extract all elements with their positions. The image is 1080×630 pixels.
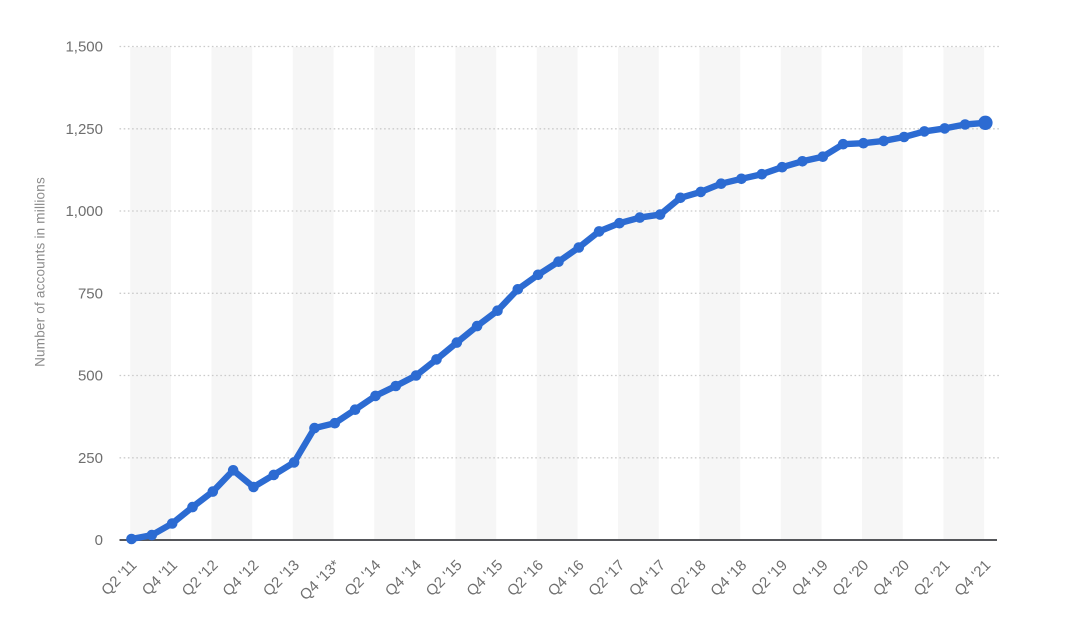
data-point-marker <box>553 256 564 268</box>
x-tick-label: Q2 '13 <box>260 557 303 600</box>
x-tick-label: Q4 '20 <box>870 557 913 600</box>
x-tick-label: Q4 '14 <box>382 557 425 600</box>
data-point-marker <box>390 380 402 392</box>
data-point-marker <box>268 469 280 481</box>
data-point-marker <box>939 123 950 134</box>
data-point-marker <box>227 465 239 476</box>
data-point-marker <box>878 135 889 147</box>
x-tick-label: Q4 '19 <box>789 557 832 600</box>
data-point-marker <box>166 518 178 529</box>
x-tick-label: Q4 '13* <box>297 557 344 604</box>
x-tick-label: Q4 '17 <box>626 557 669 600</box>
data-point-marker <box>146 529 158 541</box>
y-tick-label: 500 <box>78 368 103 385</box>
data-point-marker <box>715 178 727 189</box>
y-axis-title: Number of accounts in millions <box>32 177 48 367</box>
x-tick-label: Q2 '19 <box>748 557 791 600</box>
data-point-marker <box>471 320 483 332</box>
x-tick-label: Q2 '18 <box>667 557 710 600</box>
data-point-marker <box>532 269 544 281</box>
y-tick-label: 0 <box>95 532 103 549</box>
data-point-marker <box>288 457 300 468</box>
x-tick-label: Q4 '16 <box>545 557 588 600</box>
data-point-marker <box>817 151 829 162</box>
data-point-marker <box>898 131 910 143</box>
y-tick-label: 750 <box>78 285 103 302</box>
x-tick-label: Q2 '21 <box>911 557 954 600</box>
x-tick-label: Q4 '18 <box>707 557 750 600</box>
data-point-marker <box>248 481 259 493</box>
data-point-marker <box>614 217 625 229</box>
data-point-marker <box>329 417 341 429</box>
data-point-marker <box>309 422 320 434</box>
x-tick-label: Q2 '17 <box>585 557 628 600</box>
data-point-marker <box>431 354 442 365</box>
y-tick-label: 1,250 <box>65 121 103 138</box>
data-point-marker <box>675 192 686 204</box>
x-tick-label: Q2 '16 <box>504 557 547 600</box>
data-point-marker <box>126 533 137 545</box>
data-point-marker <box>492 305 503 317</box>
background-stripe <box>211 47 253 540</box>
data-point-marker <box>776 161 788 173</box>
data-point-marker <box>349 404 361 416</box>
data-point-marker <box>919 126 930 137</box>
data-point-marker <box>187 501 198 513</box>
x-tick-label: Q4 '15 <box>463 557 506 600</box>
data-point-marker <box>797 156 808 167</box>
data-point-marker <box>837 138 849 150</box>
x-tick-label: Q2 '15 <box>423 557 466 600</box>
x-tick-label: Q2 '14 <box>341 557 384 600</box>
data-point-marker <box>207 486 219 497</box>
data-point-marker <box>451 337 463 348</box>
data-point-marker <box>634 212 646 223</box>
x-tick-label: Q4 '12 <box>219 557 262 600</box>
data-point-marker <box>410 370 422 381</box>
y-tick-label: 1,500 <box>65 39 103 56</box>
x-tick-label: Q2 '20 <box>829 557 872 600</box>
x-tick-label: Q2 '12 <box>179 557 222 600</box>
x-tick-label: Q4 '11 <box>139 557 181 599</box>
y-tick-label: 250 <box>78 450 103 467</box>
data-point-marker <box>978 115 993 130</box>
data-point-marker <box>858 137 869 149</box>
x-tick-label: Q2 '11 <box>98 557 140 599</box>
data-point-marker <box>512 284 524 295</box>
data-point-marker <box>756 168 768 180</box>
data-point-marker <box>593 226 605 237</box>
data-point-marker <box>695 186 707 198</box>
y-tick-label: 1,000 <box>65 203 103 220</box>
background-stripe <box>862 47 903 540</box>
data-point-marker <box>573 242 585 253</box>
data-point-marker <box>736 173 747 185</box>
data-point-marker <box>959 119 971 130</box>
data-point-marker <box>654 209 666 220</box>
data-point-marker <box>370 390 381 402</box>
x-tick-label: Q4 '21 <box>951 557 994 600</box>
